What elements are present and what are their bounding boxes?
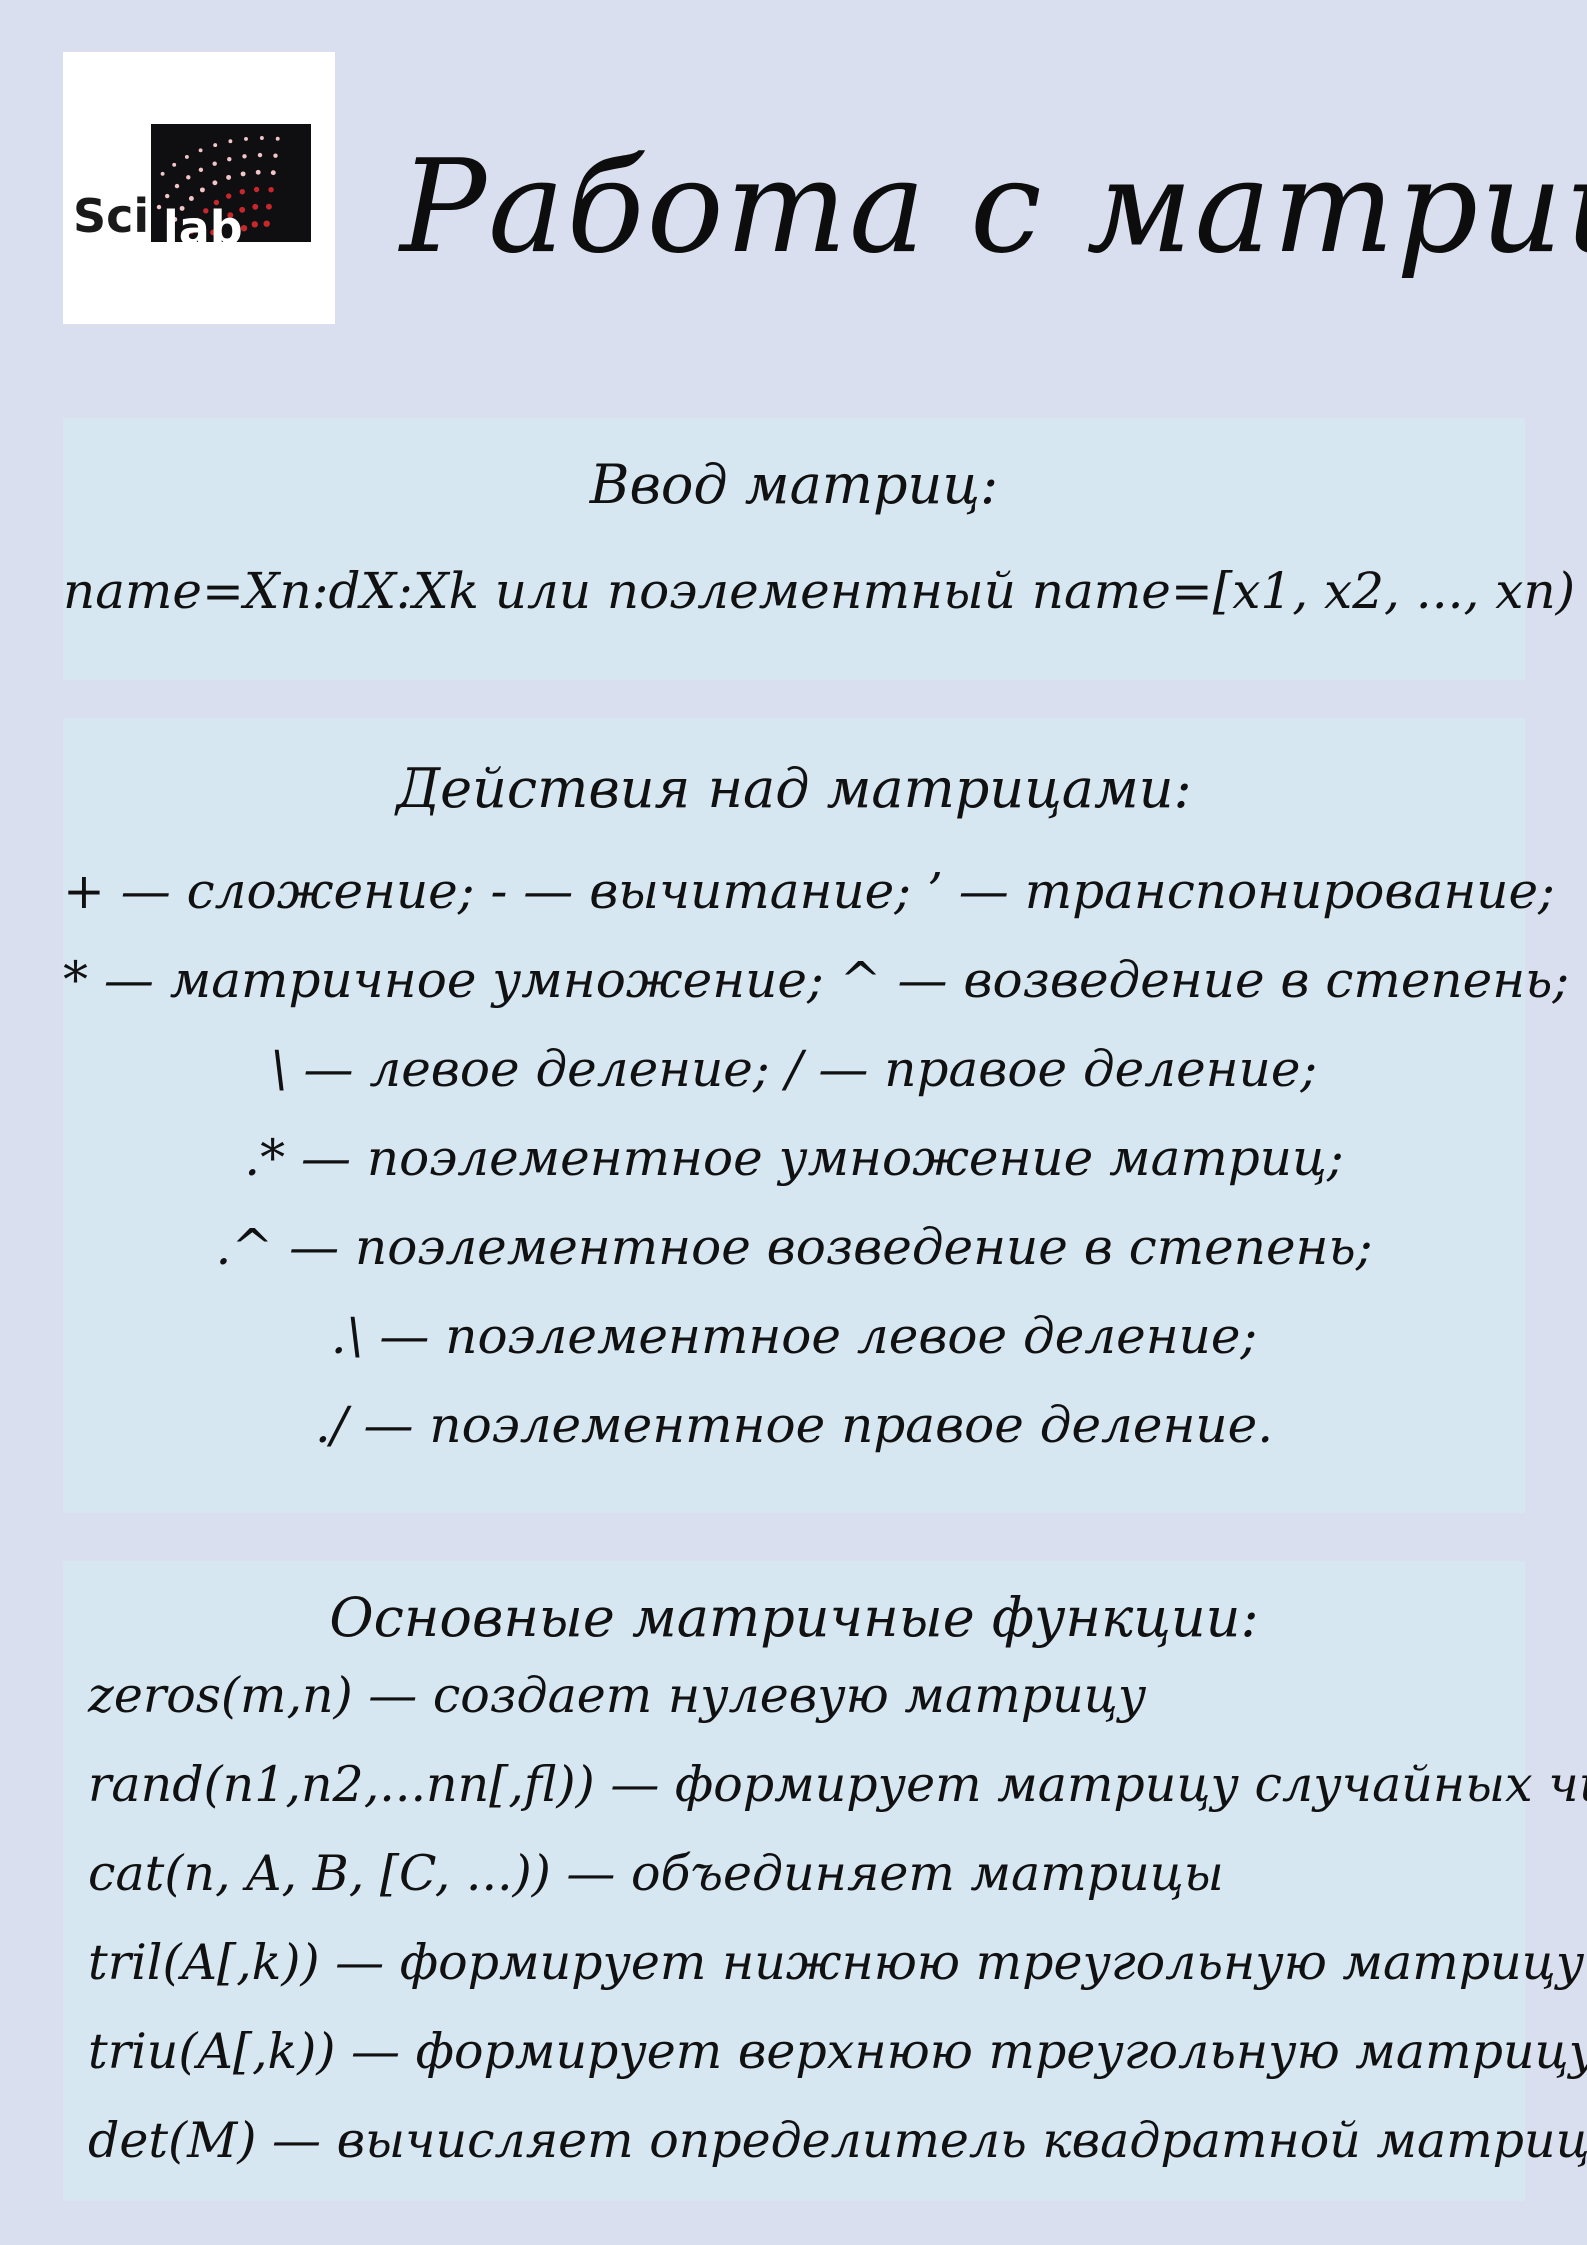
logo-dot [253,186,260,193]
logo-dot [203,208,209,214]
logo-text-sci: Sci [73,189,149,243]
operation-line: * — матричное умножение; ^ — возведение … [63,951,1570,1009]
logo-dot [198,167,204,172]
operation-line: .* — поэлементное умножение матриц; [244,1129,1344,1187]
matrix-operations-panel: Действия над матрицами: + — сложение; - … [63,718,1570,1513]
logo-dot [232,231,239,239]
matrix-input-heading: Ввод матриц: [589,453,999,516]
logo-dot [212,180,218,186]
function-line: cat(n, A, B, [C, ...)) — объединяет матр… [88,1845,1224,1902]
logo-dark-block [151,124,311,242]
logo-dot [244,136,248,141]
logo-dot [228,139,233,144]
scilab-logo-graphic: Sci lab [73,124,311,255]
logo-dot [210,229,217,236]
logo-dot [227,157,232,162]
logo-dot [174,183,180,189]
logo-dot [156,204,162,210]
functions-heading: Основные матричные функции: [329,1586,1259,1649]
logo-dot [213,199,220,206]
operation-line: .^ — поэлементное возведение в степень; [215,1218,1373,1276]
logo-dot [239,189,245,195]
logo-dot [255,169,261,175]
logo-dot [212,161,217,166]
logo-dot [263,220,270,227]
function-line: zeros(m,n) — создает нулевую матрицу [88,1667,1147,1724]
logo-dot [257,152,263,158]
logo-dot [259,136,264,140]
logo-dot [217,220,224,226]
logo-dot [273,153,278,158]
page-title: Работа с матрицами [400,133,1587,282]
logo-dot [179,205,185,211]
operations-heading: Действия над матрицами: [396,757,1192,820]
matrix-input-panel: Ввод матриц: name=Xn:dX:Xk или поэлемент… [63,418,1576,680]
logo-dot [275,136,280,141]
logo-dot [270,170,276,176]
logo-dot [199,187,205,193]
function-line: det(M) — вычисляет определитель квадратн… [88,2112,1587,2169]
operation-line: \ — левое деление; / — правое деление; [270,1040,1318,1098]
logo-dot [227,212,234,219]
logo-dot [251,221,258,228]
logo-dot [172,162,177,167]
operation-line: + — сложение; - — вычитание; ’ — транспо… [63,862,1555,920]
logo-dot [240,171,246,177]
logo-dot [268,187,274,193]
logo-dot [188,196,194,201]
logo-dot [226,193,232,199]
logo-dot [194,217,201,224]
logo-dot [160,171,165,176]
function-line: triu(A[,k)) — формирует верхнюю треуголь… [88,2023,1587,2080]
logo-dot [239,206,246,213]
logo-dot [184,154,189,159]
logo-dot [172,216,178,222]
logo-dot [240,225,248,232]
logo-dot-fan [156,136,280,239]
logo-dot [188,228,194,235]
logo-dot [226,174,232,180]
function-line: tril(A[,k)) — формирует нижнюю треугольн… [88,1934,1585,1991]
logo-dot [265,203,272,210]
logo-dot [186,175,191,180]
logo-dot [213,143,218,148]
logo-dot [252,203,259,210]
logo-dot [165,193,170,199]
operation-line: .\ — поэлементное левое деление; [330,1307,1258,1365]
logo-dot [198,148,203,153]
matrix-input-formula: name=Xn:dX:Xk или поэлементный name=[x1,… [63,562,1576,620]
logo-dot [167,228,173,234]
logo-text-lab: lab [163,201,243,255]
matrix-functions-panel: Основные матричные функции: zeros(m,n) —… [63,1561,1587,2201]
function-line: rand(n1,n2,...nn[,fl)) — формирует матри… [88,1756,1587,1813]
operation-line: ./ — поэлементное правое деление. [314,1396,1274,1454]
logo-dot [242,154,247,159]
